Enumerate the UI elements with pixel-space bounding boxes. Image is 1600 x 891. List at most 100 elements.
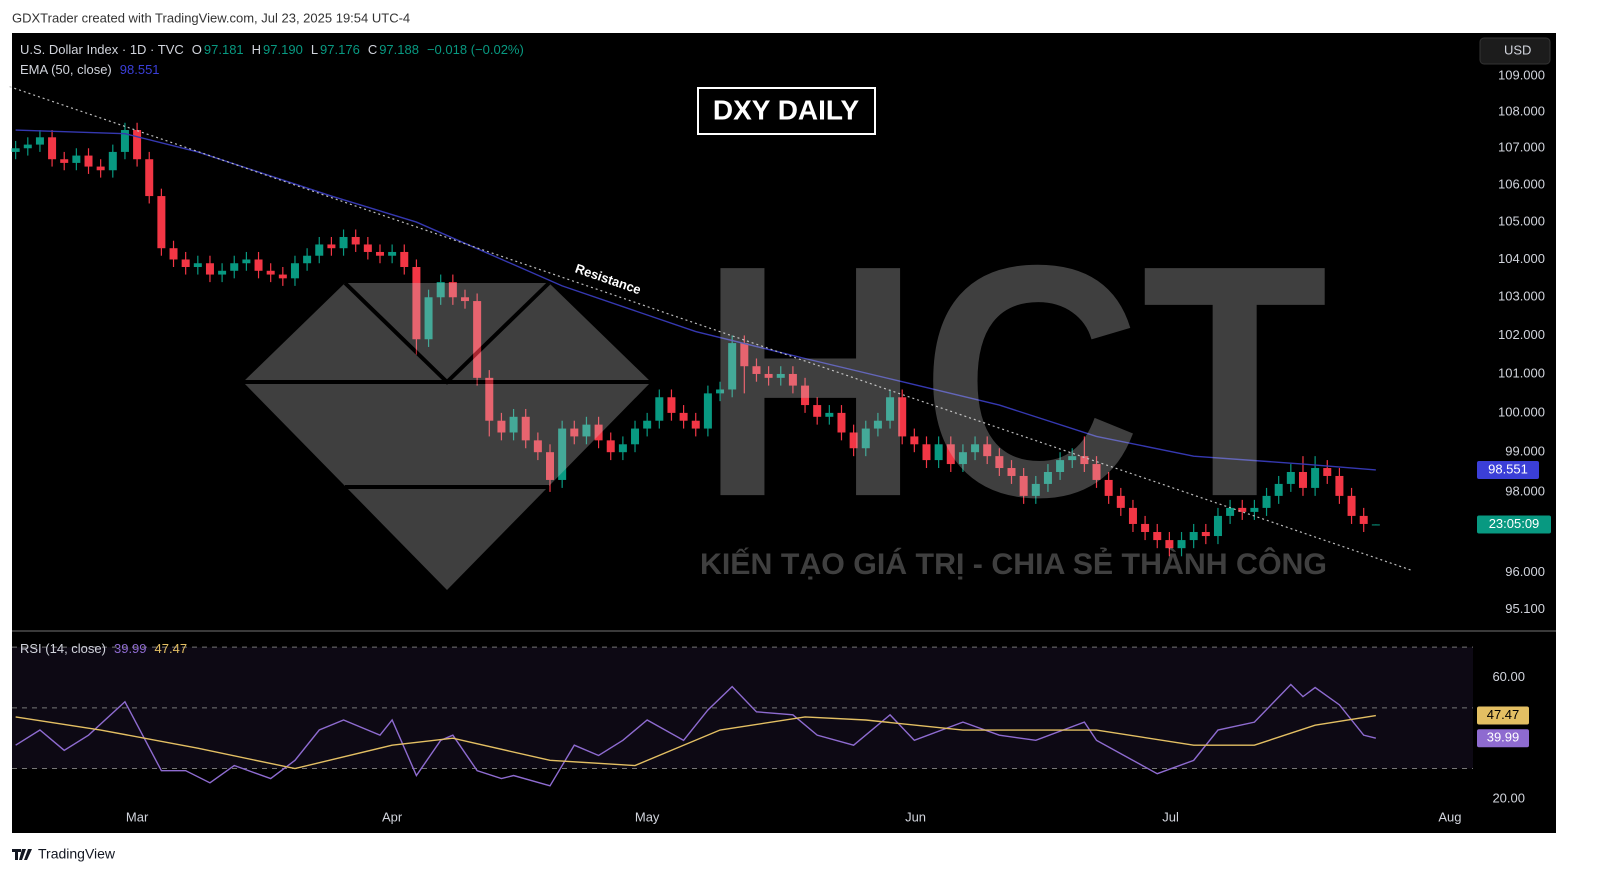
ema-line <box>15 129 1376 471</box>
watermark: HCT KIẾN TẠO GIÁ TRỊ - CHIA SẺ THÀNH CÔN… <box>243 196 1328 590</box>
candle-body <box>388 251 397 256</box>
candle-body <box>278 274 287 279</box>
candle-body <box>181 259 190 268</box>
candle-body <box>1359 515 1368 524</box>
candle-body <box>60 159 69 163</box>
chart-background <box>12 33 1556 833</box>
candle-body <box>327 244 336 249</box>
candle-body <box>679 412 688 421</box>
y-tick-label: 106.000 <box>1498 176 1545 191</box>
y-tick-label: 95.100 <box>1505 601 1545 616</box>
y-tick-label: 60.00 <box>1492 669 1525 684</box>
candle-body <box>898 397 907 437</box>
candle-body <box>1371 524 1380 526</box>
candle-body <box>1201 532 1210 537</box>
trend-line <box>9 86 1413 572</box>
x-tick-label: Jun <box>905 809 926 824</box>
candle-body <box>1347 495 1356 516</box>
rsi-line <box>15 683 1377 787</box>
candle-body <box>934 444 943 461</box>
candle-body <box>1092 464 1101 480</box>
candle-body <box>1043 471 1052 484</box>
candle-body <box>72 155 81 163</box>
candle-body <box>497 420 506 433</box>
candle-body <box>558 428 567 480</box>
candle-body <box>11 148 20 152</box>
ema-legend: EMA (50, close) 98.551 <box>20 62 162 77</box>
ohlc-label: L <box>310 42 319 57</box>
candle-body <box>788 373 797 386</box>
candle-body <box>861 428 870 449</box>
rsi-value: 47.47 <box>154 641 188 656</box>
watermark-line <box>343 281 551 385</box>
candle-body <box>84 155 93 167</box>
change: −0.018 (−0.02%) <box>426 42 524 57</box>
ohlc-label: H <box>251 42 262 57</box>
candle-body <box>1019 475 1028 496</box>
y-tick-label: 107.000 <box>1498 140 1545 155</box>
candle-body <box>873 420 882 429</box>
candle-body <box>813 405 822 417</box>
ohlc-value: 97.181 <box>203 42 244 57</box>
ohlc-value: 97.176 <box>320 42 360 57</box>
x-tick-label: May <box>635 809 660 824</box>
y-tick-label: 103.000 <box>1498 289 1545 304</box>
y-tick-label: 99.000 <box>1505 444 1545 459</box>
currency-box[interactable] <box>1479 37 1551 65</box>
watermark-logo: HCT <box>700 196 1328 565</box>
candle-body <box>169 248 178 260</box>
candle-body <box>703 393 712 429</box>
ema-badge <box>1477 460 1539 479</box>
rsi-badge-label: 47.47 <box>1487 707 1520 722</box>
candle-body <box>752 366 761 374</box>
candle-body <box>400 251 409 268</box>
candle-body <box>205 263 214 275</box>
candle-body <box>1128 507 1137 524</box>
candle-body <box>1323 468 1332 476</box>
x-tick-label: Jul <box>1162 809 1179 824</box>
candle-body <box>958 452 967 465</box>
rsi-badge-label: 39.99 <box>1487 730 1520 745</box>
countdown-badge-label: 23:05:09 <box>1489 516 1540 531</box>
candle-body <box>606 440 615 453</box>
candle-body <box>1068 456 1077 461</box>
candle-body <box>436 282 445 298</box>
candle-body <box>1007 468 1016 476</box>
candle-body <box>230 263 239 271</box>
candle-body <box>764 373 773 378</box>
candle-body <box>460 297 469 302</box>
candle-body <box>108 151 117 171</box>
candle-body <box>910 436 919 445</box>
ema-badge-label: 98.551 <box>1488 461 1528 476</box>
candle-body <box>1031 483 1040 496</box>
candle-body <box>1104 479 1113 496</box>
watermark-slogan: KIẾN TẠO GIÁ TRỊ - CHIA SẺ THÀNH CÔNG <box>700 547 1327 581</box>
y-tick-label: 109.000 <box>1498 67 1545 82</box>
candle-body <box>825 412 834 417</box>
candle-body <box>145 159 154 197</box>
plot-area: 109.000 108.000 107.000 106.000 105.000 104.0… <box>9 67 1551 824</box>
ema-name: EMA (50, close) <box>20 62 112 77</box>
candle-body <box>837 412 846 433</box>
candle-body <box>728 343 737 390</box>
candle-body <box>655 397 664 421</box>
candle-body <box>266 270 275 275</box>
credit: GDXTrader created with TradingView.com, … <box>12 10 410 25</box>
candle-body <box>303 255 312 264</box>
watermark-diamond <box>243 283 651 590</box>
candle-body <box>412 267 421 340</box>
x-tick-label: Apr <box>382 809 403 824</box>
candle-body <box>631 428 640 445</box>
candle-body <box>1262 495 1271 508</box>
candle-body <box>1274 483 1283 496</box>
candle-body <box>1177 540 1186 549</box>
candle-body <box>849 432 858 449</box>
ema-value: 98.551 <box>119 62 160 77</box>
candle-body <box>193 263 202 268</box>
candle-body <box>1226 507 1235 516</box>
candle-body <box>1335 475 1344 496</box>
candle-body <box>594 424 603 441</box>
